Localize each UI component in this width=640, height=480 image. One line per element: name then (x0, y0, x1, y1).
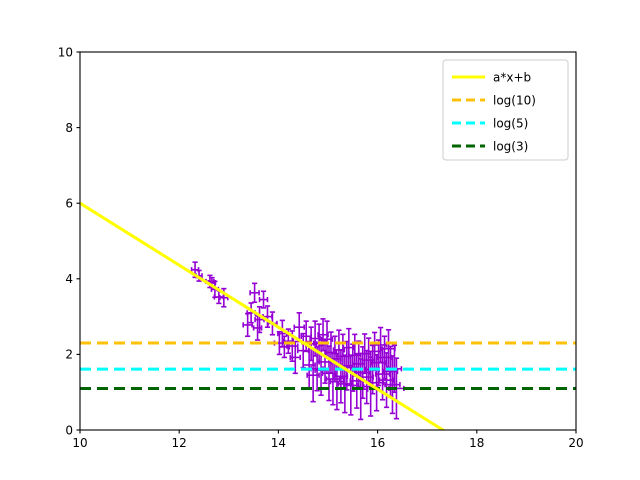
x-tick-labels: 10 12 14 16 18 20 (72, 436, 583, 450)
fit-line (80, 201, 446, 430)
y-tick-label: 8 (65, 121, 73, 135)
y-tick-label: 10 (58, 45, 73, 59)
y-tick-label: 6 (65, 197, 73, 211)
legend: a*x+b log(10) log(5) log(3) (442, 59, 569, 161)
reference-lines (80, 341, 576, 390)
x-tick-label: 16 (370, 436, 385, 450)
x-tick-label: 12 (172, 436, 187, 450)
x-tick-label: 14 (271, 436, 286, 450)
x-tick-label: 18 (469, 436, 484, 450)
legend-label: log(3) (493, 139, 528, 153)
y-tick-label: 4 (65, 272, 73, 286)
y-tick-label: 0 (65, 423, 73, 437)
legend-label: a*x+b (493, 70, 531, 84)
axes-spines (79, 51, 577, 431)
y-tick-label: 2 (65, 348, 73, 362)
legend-label: log(5) (493, 116, 528, 130)
x-tick-label: 10 (72, 436, 87, 450)
y-tick-labels: 0 2 4 6 8 10 (58, 45, 73, 437)
x-tick-label: 20 (568, 436, 583, 450)
axis-ticks (76, 51, 577, 434)
legend-label: log(10) (493, 93, 536, 107)
